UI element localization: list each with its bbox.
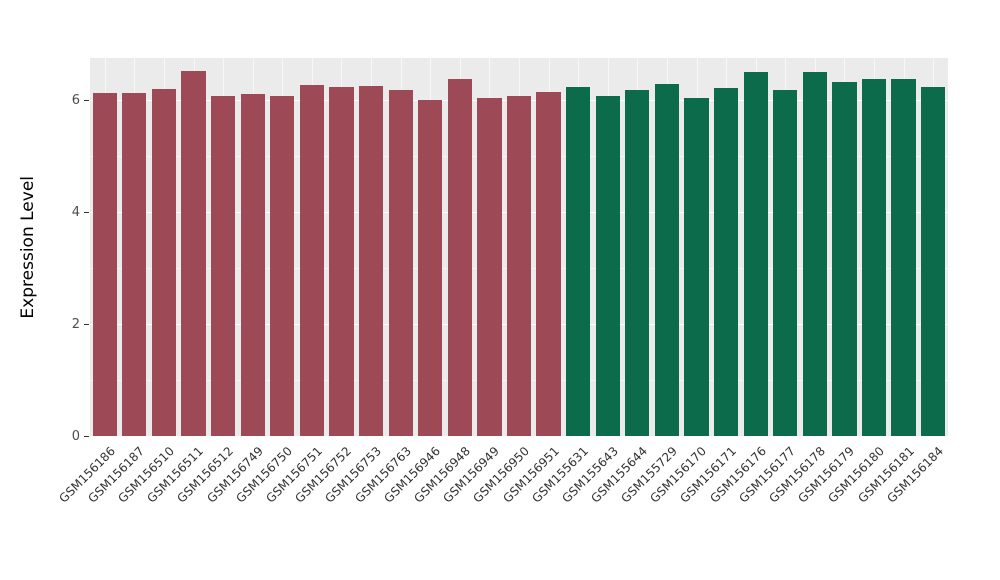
bar	[329, 86, 354, 436]
bar	[773, 90, 798, 436]
y-tick-label: 0	[71, 429, 80, 444]
bar	[506, 96, 532, 436]
bar	[802, 72, 827, 436]
y-tick-label: 6	[71, 93, 80, 108]
plot-panel	[90, 58, 948, 437]
bar	[743, 72, 768, 436]
bar	[477, 98, 502, 436]
y-axis-title-text: Expression Level	[18, 175, 38, 319]
bar	[625, 89, 650, 436]
bar	[418, 100, 443, 436]
y-tick-label: 4	[71, 205, 80, 220]
y-tick-label: 2	[71, 317, 80, 332]
bar	[240, 94, 265, 436]
bar	[861, 78, 887, 436]
y-tick-mark	[84, 324, 89, 325]
bar	[566, 87, 591, 436]
bar	[151, 88, 177, 436]
bar	[388, 89, 413, 436]
y-tick-mark	[84, 436, 89, 437]
bar	[536, 91, 561, 436]
bar	[92, 93, 117, 436]
bar	[181, 70, 206, 436]
bar	[358, 86, 384, 436]
bar	[595, 96, 620, 436]
bar	[299, 84, 325, 436]
y-tick-mark	[84, 212, 89, 213]
bar	[447, 78, 472, 436]
bar	[654, 84, 680, 436]
y-tick-mark	[84, 100, 89, 101]
bar	[270, 96, 295, 436]
bar	[713, 87, 739, 436]
bar	[891, 78, 916, 436]
y-axis-title: Expression Level	[18, 58, 38, 436]
bar	[832, 81, 857, 436]
bar	[211, 95, 236, 436]
bar	[122, 93, 147, 436]
bar	[684, 98, 709, 436]
bar	[921, 86, 946, 436]
gridline-major	[90, 436, 948, 437]
